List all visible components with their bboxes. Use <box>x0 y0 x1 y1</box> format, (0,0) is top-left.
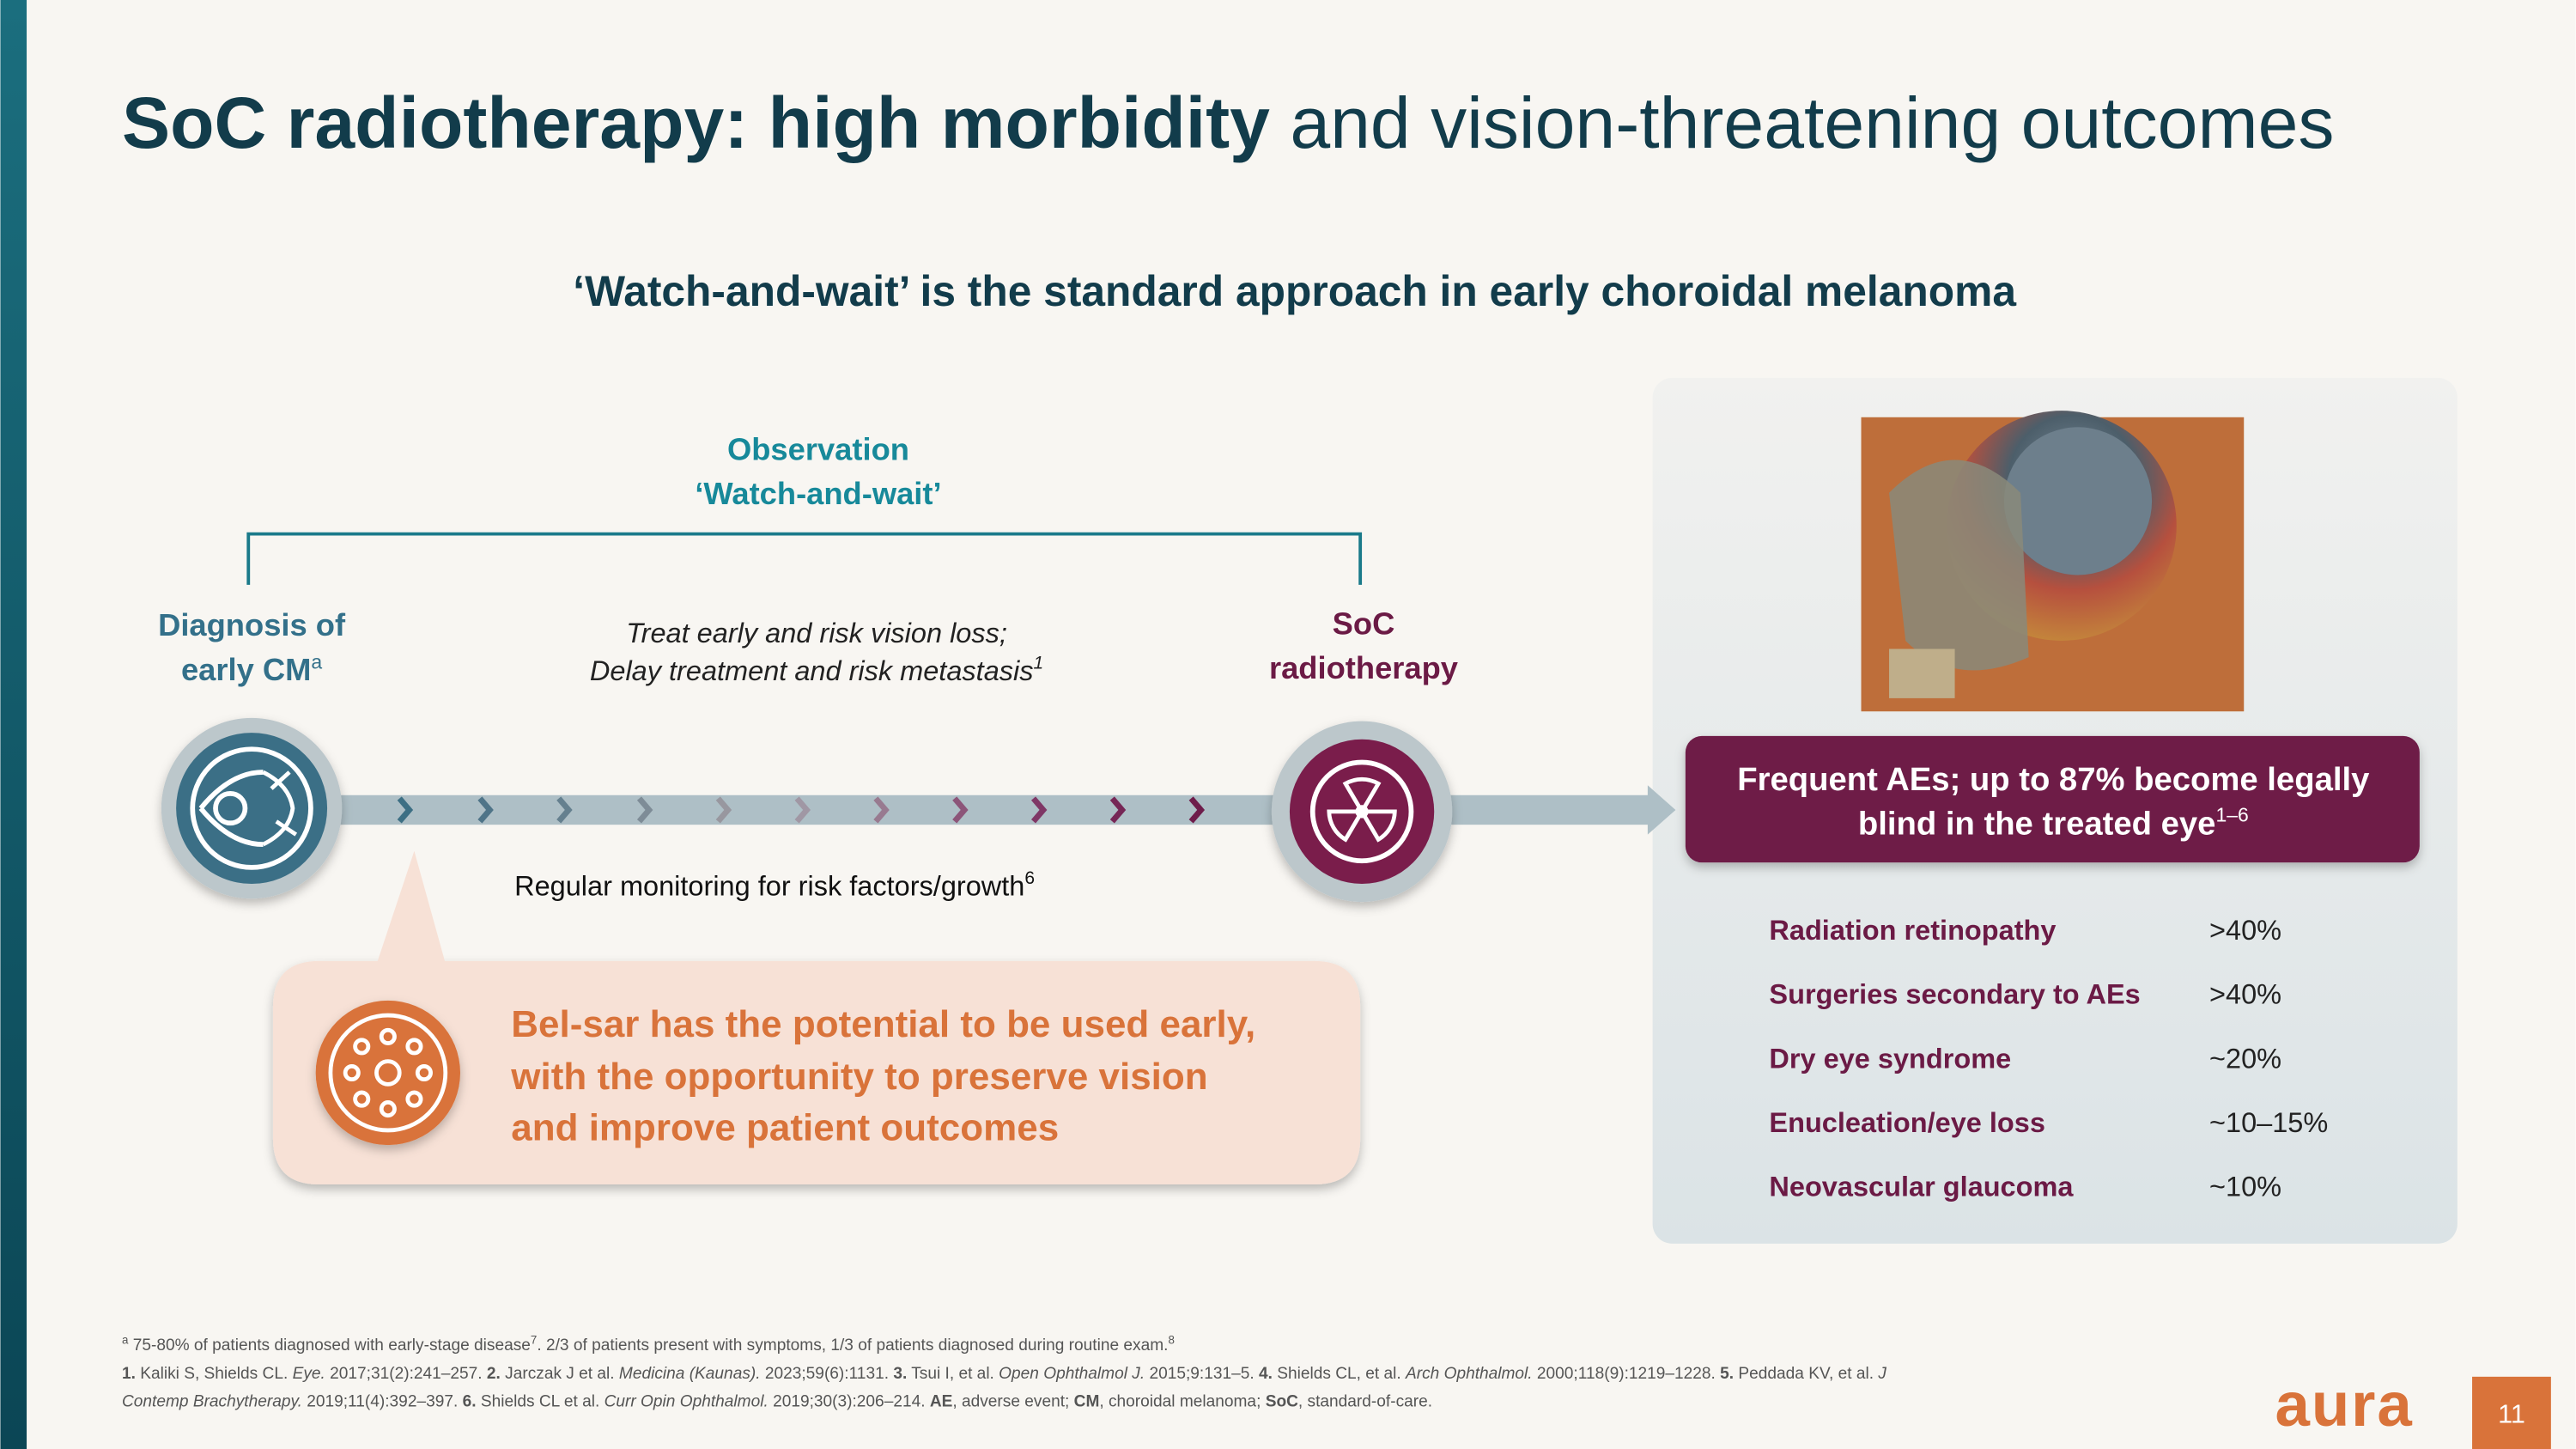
footnote-text: Curr Opin Ophthalmol. <box>605 1392 769 1410</box>
superscript: 7 <box>531 1334 537 1347</box>
soc-label: SoC <box>1333 606 1395 641</box>
footnote-text: , adverse event; <box>952 1392 1073 1410</box>
ae-value: >40% <box>2209 915 2281 946</box>
diagnosis-text: early CM <box>181 652 311 687</box>
footnote-text: 3. <box>893 1365 907 1383</box>
footnote-text: 2019;11(4):392–397. <box>302 1392 463 1410</box>
footnote-text: 2023;59(6):1131. <box>761 1365 894 1383</box>
tradeoff-line: Delay treatment and risk metastasis <box>590 655 1034 686</box>
footnote-text: 1. <box>122 1365 136 1383</box>
superscript: a <box>311 650 322 673</box>
observation-label: Observation <box>727 432 909 467</box>
belsar-text: and improve patient outcomes <box>511 1106 1059 1148</box>
ae-label: Surgeries secondary to AEs <box>1769 979 2140 1010</box>
footnote-text: Open Ophthalmol J. <box>999 1365 1145 1383</box>
ae-value: ~10% <box>2209 1171 2281 1202</box>
diagnosis-label: Diagnosis of <box>158 607 346 642</box>
observation-label: ‘Watch-and-wait’ <box>695 476 941 511</box>
superscript: 8 <box>1168 1334 1174 1347</box>
ae-value: ~10–15% <box>2209 1107 2328 1138</box>
footnote-line: a 75-80% of patients diagnosed with earl… <box>122 1334 1175 1355</box>
footnote-text: 2019;30(3):206–214. <box>769 1392 930 1410</box>
footnote-text: Jarczak J et al. <box>501 1365 619 1383</box>
footnote-text: Shields CL, et al. <box>1273 1365 1406 1383</box>
title-rest: and vision-threatening outcomes <box>1290 82 2334 163</box>
footnote-line: Contemp Brachytherapy. 2019;11(4):392–39… <box>122 1392 1432 1410</box>
logo: aura <box>2275 1370 2414 1440</box>
footnote-text: J <box>1877 1365 1886 1383</box>
footnote-text: , choroidal melanoma; <box>1099 1392 1265 1410</box>
outcome-line: blind in the treated eye <box>1858 806 2216 843</box>
ae-value: ~20% <box>2209 1043 2281 1074</box>
tradeoff-text: Treat early and risk vision loss; <box>626 618 1007 648</box>
footnote-text: , standard-of-care. <box>1298 1392 1432 1410</box>
monitoring-text: Regular monitoring for risk factors/grow… <box>514 868 1035 901</box>
page-number-box <box>2472 1376 2551 1449</box>
footnote-text: 2017;31(2):241–257. <box>325 1365 487 1383</box>
footnote-text: 4. <box>1259 1365 1273 1383</box>
footnotes: a 75-80% of patients diagnosed with earl… <box>122 1334 1886 1411</box>
monitoring-line: Regular monitoring for risk factors/grow… <box>514 870 1024 901</box>
footnote-text: Medicina (Kaunas). <box>619 1365 761 1383</box>
footnote-text: Contemp Brachytherapy. <box>122 1392 302 1410</box>
outcome-text: Frequent AEs; up to 87% become legally <box>1737 761 2370 798</box>
soc-label: radiotherapy <box>1269 650 1459 685</box>
footnote-text: Peddada KV, et al. <box>1734 1365 1878 1383</box>
radiotherapy-icon <box>1271 721 1453 903</box>
footnote-text: 2015;9:131–5. <box>1145 1365 1259 1383</box>
observation-bracket <box>246 532 1363 585</box>
footnote-text: . 2/3 of patients present with symptoms,… <box>537 1336 1168 1355</box>
title: SoC radiotherapy: high morbidity and vis… <box>122 82 2334 163</box>
footnote-text: 2000;118(9):1219–1228. <box>1533 1365 1721 1383</box>
superscript: 6 <box>1024 868 1035 888</box>
footnote-text: 2. <box>487 1365 501 1383</box>
ae-label: Enucleation/eye loss <box>1769 1107 2045 1138</box>
page-number: 11 <box>2498 1399 2525 1428</box>
footnote-text: 6. <box>463 1392 477 1410</box>
ae-table: Radiation retinopathy >40% Surgeries secon… <box>1769 915 2328 1202</box>
surgery-photo <box>1861 411 2245 712</box>
belsar-text: with the opportunity to preserve vision <box>510 1056 1207 1098</box>
ae-label: Neovascular glaucoma <box>1769 1171 2074 1202</box>
side-bar <box>0 0 27 1449</box>
diagnosis-label: early CMa <box>181 650 322 686</box>
footnote-text: CM <box>1074 1392 1100 1410</box>
tradeoff-text: Delay treatment and risk metastasis1 <box>590 653 1043 685</box>
superscript: 1–6 <box>2215 803 2248 825</box>
title-bold: SoC radiotherapy: high morbidity <box>122 82 1270 163</box>
ae-label: Radiation retinopathy <box>1769 915 2056 946</box>
belsar-text: Bel-sar has the potential to be used ear… <box>511 1003 1255 1045</box>
footnote-text: Shields CL et al. <box>477 1392 605 1410</box>
footnote-text: Tsui I, et al. <box>907 1365 999 1383</box>
footnote-text: SoC <box>1266 1392 1298 1410</box>
footnote-text: 5. <box>1720 1365 1734 1383</box>
footnote-line: 1. Kaliki S, Shields CL. Eye. 2017;31(2)… <box>122 1365 1886 1383</box>
footnote-text: Eye. <box>293 1365 325 1383</box>
footnote-text: AE <box>930 1392 953 1410</box>
footnote-text: 75-80% of patients diagnosed with early-… <box>128 1336 530 1355</box>
diagnosis-icon <box>161 717 343 899</box>
ae-value: >40% <box>2209 979 2281 1010</box>
footnote-text: Kaliki S, Shields CL. <box>136 1365 293 1383</box>
superscript: 1 <box>1034 653 1044 673</box>
belsar-callout <box>272 850 1361 1185</box>
outcome-text: blind in the treated eye1–6 <box>1858 803 2249 842</box>
outcome-box <box>1685 735 2420 863</box>
subtitle: ‘Watch-and-wait’ is the standard approac… <box>573 267 2016 315</box>
ae-label: Dry eye syndrome <box>1769 1043 2011 1074</box>
superscript: a <box>122 1334 129 1347</box>
footnote-text: Arch Ophthalmol. <box>1405 1365 1533 1383</box>
